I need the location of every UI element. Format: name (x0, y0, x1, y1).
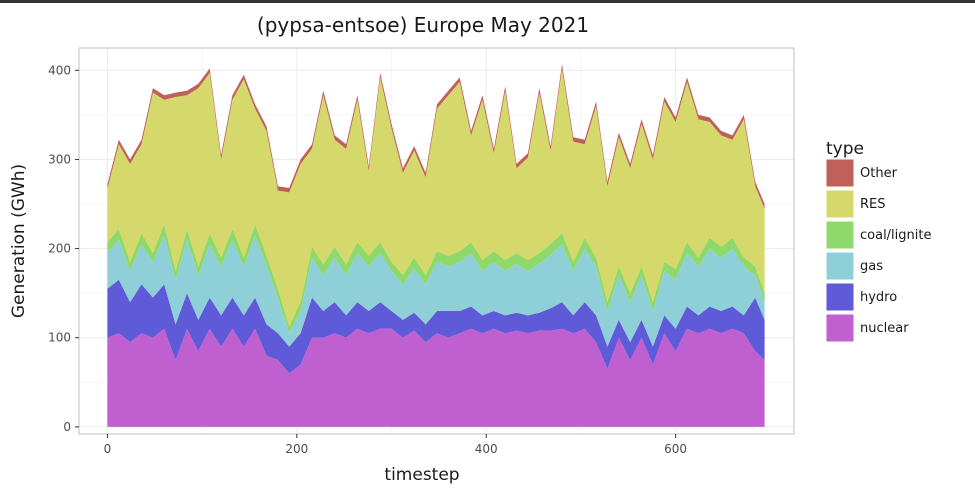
plot-border (78, 47, 795, 435)
y-tick-label: 100 (48, 331, 71, 345)
y-axis-ticks: 0 100 200 300 400 (48, 63, 79, 434)
legend-label-other: Other (860, 166, 898, 181)
area-res (107, 68, 765, 327)
series-areas (107, 64, 765, 427)
legend-swatch-hydro (825, 282, 855, 312)
y-tick-label: 200 (48, 242, 71, 256)
legend: type Other RES coal/lignite gas hydro nuclear (825, 139, 931, 343)
x-tick-label: 600 (664, 442, 687, 456)
legend-swatch-other (825, 158, 855, 188)
chart-title: (pypsa-entsoe) Europe May 2021 (257, 13, 589, 37)
legend-label-coal-lignite: coal/lignite (860, 228, 931, 243)
legend-swatch-nuclear (825, 313, 855, 343)
x-axis-title: timestep (384, 465, 459, 485)
y-tick-label: 0 (63, 420, 71, 434)
legend-swatch-coal-lignite (825, 220, 855, 250)
x-tick-label: 400 (475, 442, 498, 456)
y-axis-title: Generation (GWh) (9, 164, 29, 318)
x-axis-ticks: 0 200 400 600 (104, 434, 687, 456)
y-tick-label: 400 (48, 63, 71, 77)
top-border (0, 0, 975, 3)
area-gas (107, 235, 765, 347)
legend-label-res: RES (860, 197, 886, 212)
legend-label-nuclear: nuclear (860, 321, 909, 336)
area-nuclear (107, 328, 765, 427)
legend-swatch-res (825, 189, 855, 219)
legend-label-gas: gas (860, 259, 883, 274)
x-tick-label: 0 (104, 442, 112, 456)
y-tick-label: 300 (48, 152, 71, 166)
area-hydro (107, 279, 765, 374)
x-tick-label: 200 (285, 442, 308, 456)
legend-label-hydro: hydro (860, 290, 897, 305)
legend-title: type (826, 139, 864, 159)
legend-swatch-gas (825, 251, 855, 281)
